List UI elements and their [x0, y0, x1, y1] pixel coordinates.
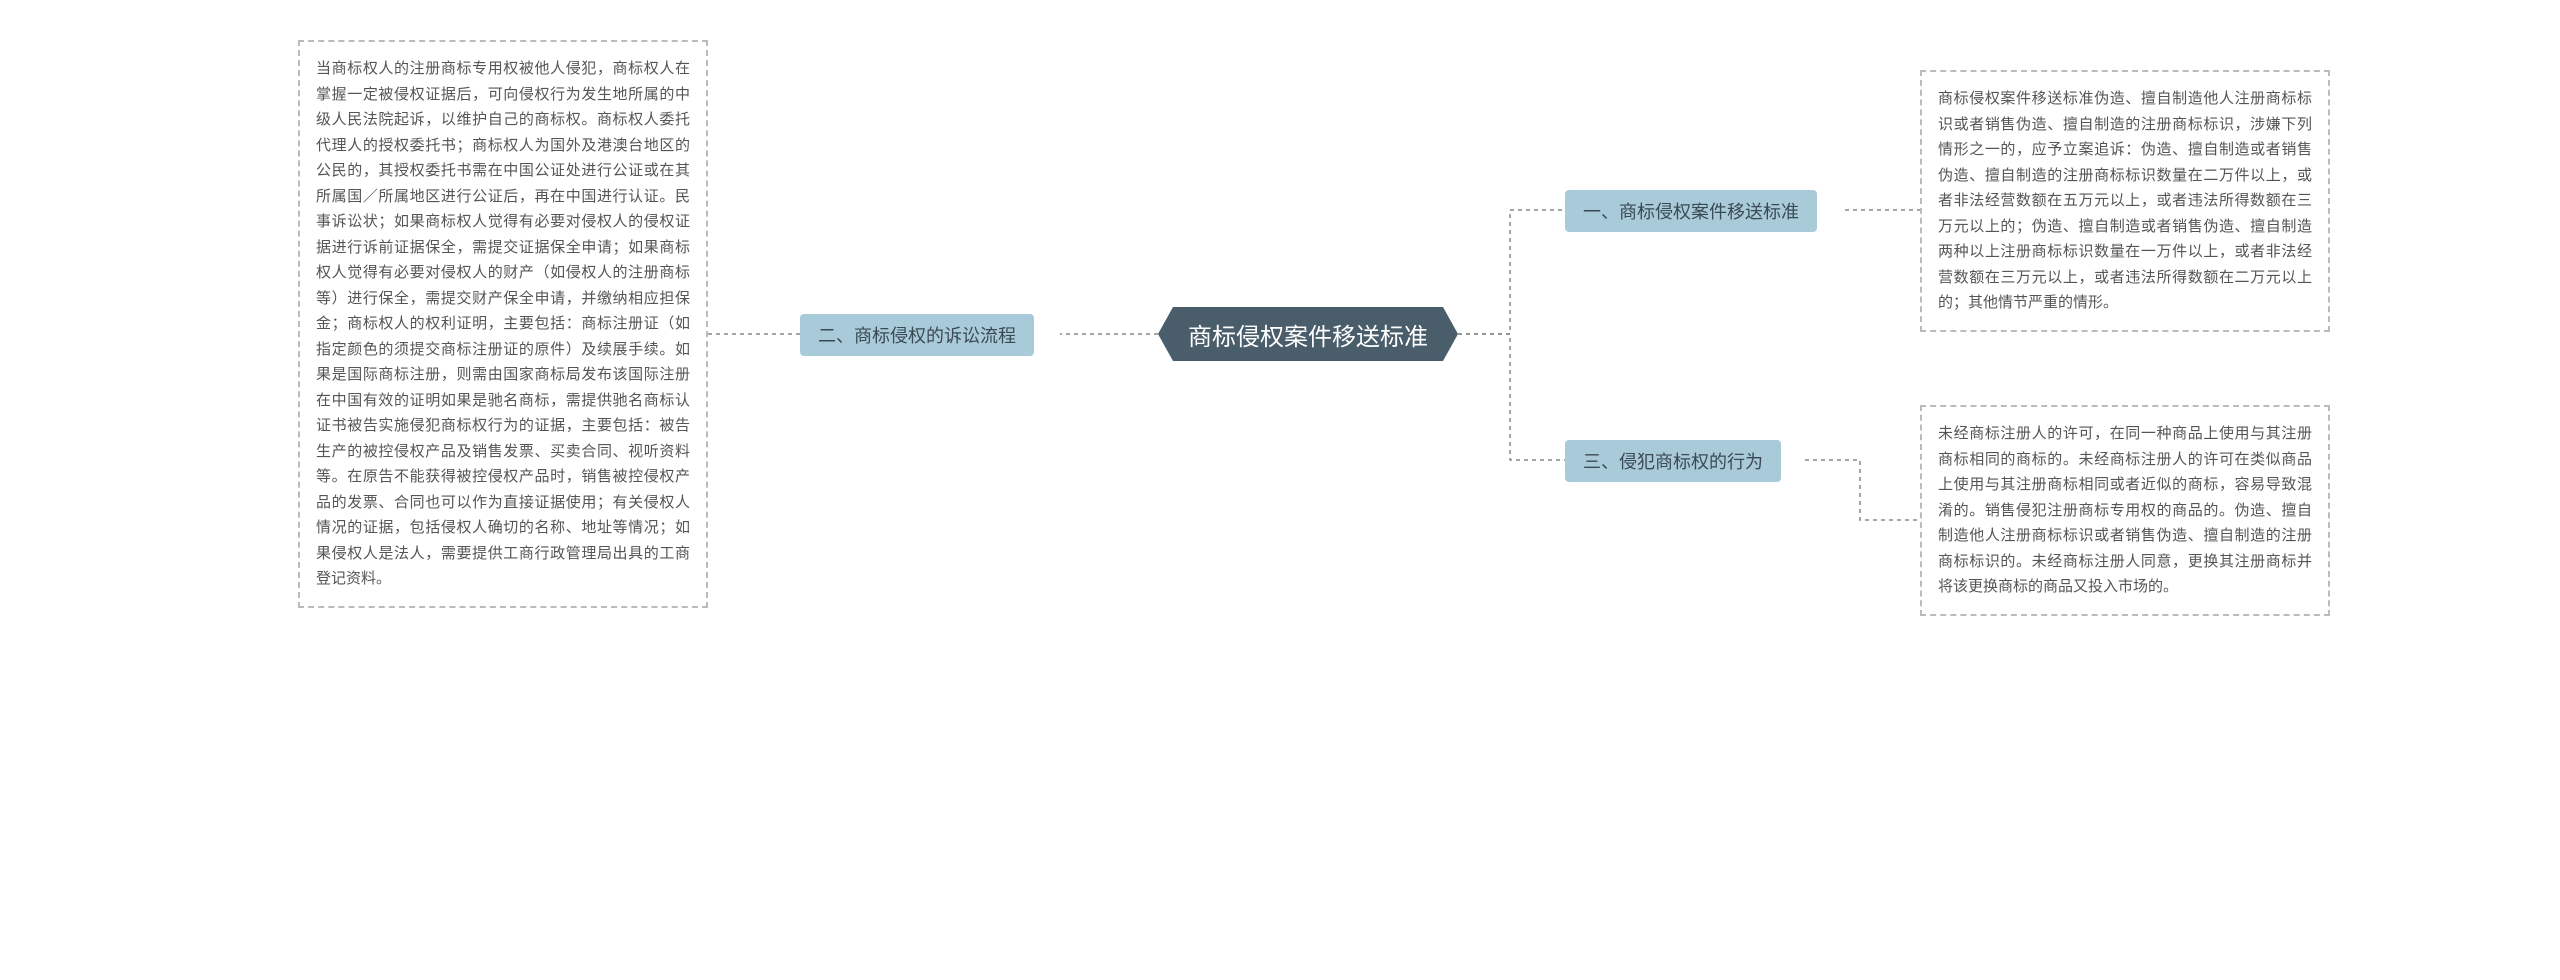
detail-box-3: 未经商标注册人的许可，在同一种商品上使用与其注册商标相同的商标的。未经商标注册人… [1920, 405, 2330, 616]
detail-text: 当商标权人的注册商标专用权被他人侵犯，商标权人在掌握一定被侵权证据后，可向侵权行… [316, 60, 690, 587]
branch-label: 三、侵犯商标权的行为 [1583, 448, 1763, 474]
branch-node-3[interactable]: 三、侵犯商标权的行为 [1565, 440, 1781, 482]
detail-text: 商标侵权案件移送标准伪造、擅自制造他人注册商标标识或者销售伪造、擅自制造的注册商… [1938, 90, 2312, 311]
detail-box-2: 当商标权人的注册商标专用权被他人侵犯，商标权人在掌握一定被侵权证据后，可向侵权行… [298, 40, 708, 608]
detail-box-1: 商标侵权案件移送标准伪造、擅自制造他人注册商标标识或者销售伪造、擅自制造的注册商… [1920, 70, 2330, 332]
detail-text: 未经商标注册人的许可，在同一种商品上使用与其注册商标相同的商标的。未经商标注册人… [1938, 425, 2312, 595]
branch-label: 二、商标侵权的诉讼流程 [818, 322, 1016, 348]
branch-node-1[interactable]: 一、商标侵权案件移送标准 [1565, 190, 1817, 232]
root-label: 商标侵权案件移送标准 [1188, 317, 1428, 352]
root-node[interactable]: 商标侵权案件移送标准 [1158, 307, 1458, 361]
branch-node-2[interactable]: 二、商标侵权的诉讼流程 [800, 314, 1034, 356]
mindmap-canvas: 商标侵权案件移送标准 一、商标侵权案件移送标准 商标侵权案件移送标准伪造、擅自制… [0, 0, 2560, 980]
branch-label: 一、商标侵权案件移送标准 [1583, 198, 1799, 224]
